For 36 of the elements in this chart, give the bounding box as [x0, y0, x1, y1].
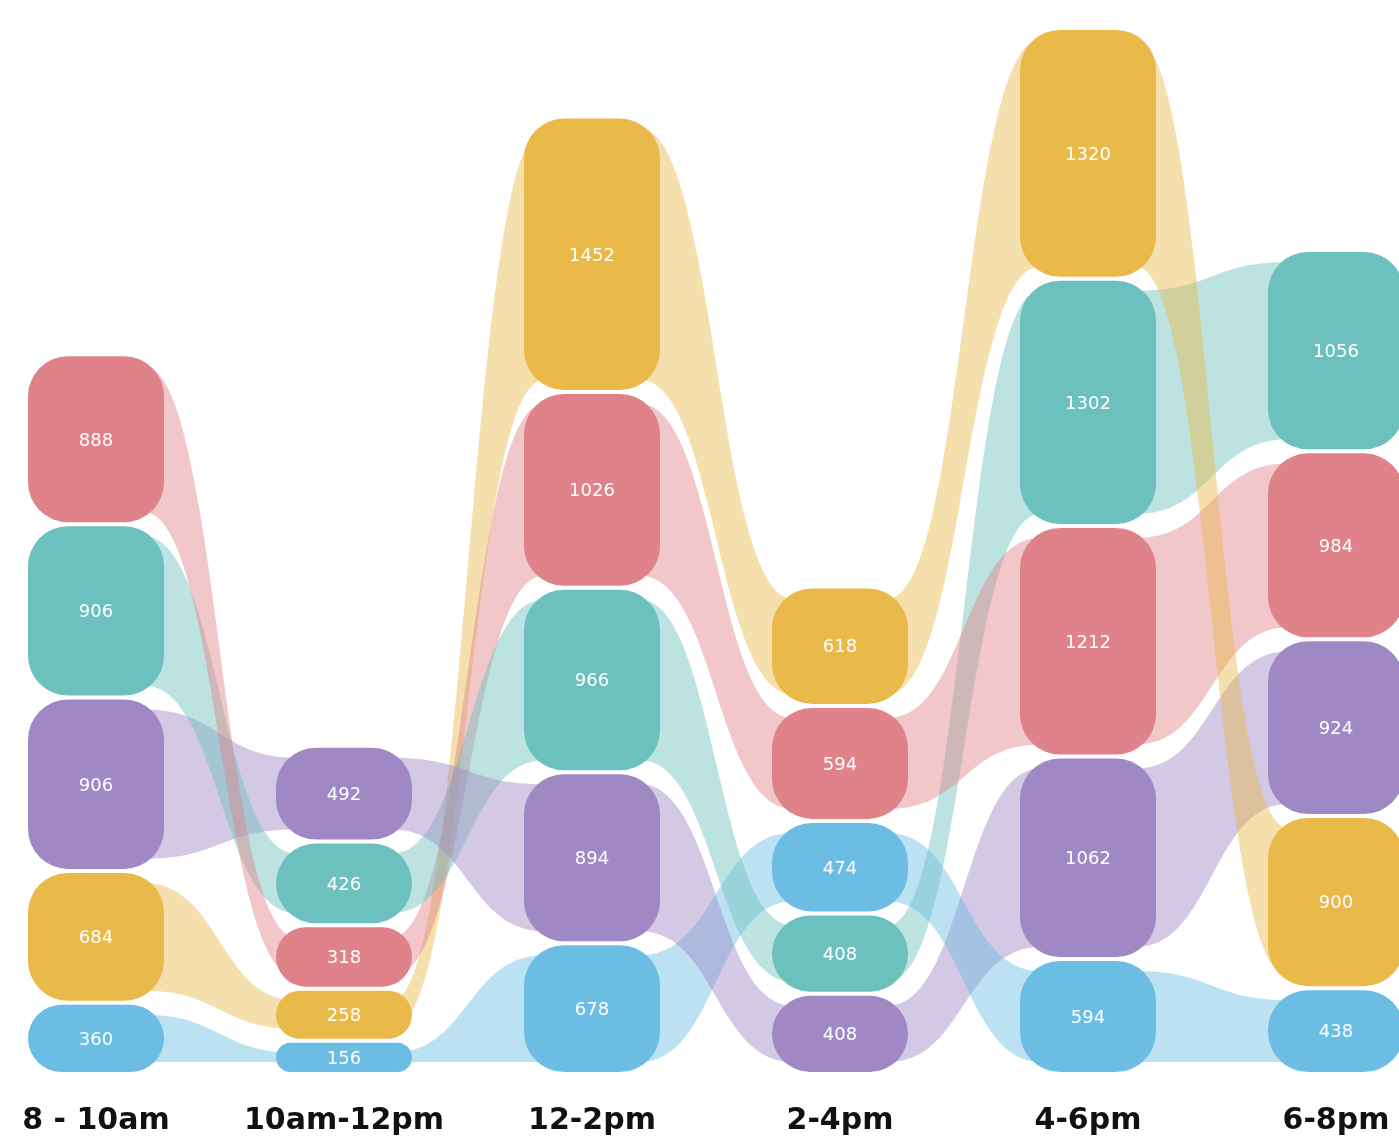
data-label: 258 — [326, 1004, 362, 1026]
data-label: 438 — [1318, 1020, 1354, 1042]
data-label: 966 — [574, 669, 610, 691]
category-label: 2-4pm — [786, 1100, 894, 1136]
data-label: 1302 — [1065, 391, 1111, 413]
data-label: 618 — [822, 635, 858, 657]
data-label: 984 — [1318, 534, 1354, 556]
data-label: 318 — [326, 946, 362, 968]
data-label: 594 — [822, 752, 858, 774]
data-label: 1320 — [1065, 142, 1111, 164]
category-label: 12-2pm — [528, 1100, 656, 1136]
category-label: 6-8pm — [1282, 1100, 1390, 1136]
data-label: 1452 — [569, 243, 615, 265]
data-label: 594 — [1070, 1005, 1106, 1027]
data-label: 408 — [822, 1023, 858, 1045]
data-label: 900 — [1318, 891, 1354, 913]
data-label: 906 — [78, 600, 114, 622]
data-label: 924 — [1318, 716, 1354, 738]
data-label: 1026 — [569, 479, 615, 501]
data-label: 360 — [78, 1027, 114, 1049]
data-label: 888 — [78, 428, 114, 450]
data-label: 1062 — [1065, 847, 1111, 869]
data-label: 684 — [78, 926, 114, 948]
data-label: 1212 — [1065, 630, 1111, 652]
data-label: 408 — [822, 942, 858, 964]
category-label: 8 - 10am — [22, 1100, 170, 1136]
data-label: 678 — [574, 997, 610, 1019]
data-label: 492 — [326, 782, 362, 804]
data-label: 474 — [822, 856, 858, 878]
category-label: 10am-12pm — [243, 1100, 445, 1136]
data-label: 1056 — [1313, 340, 1359, 361]
category-label: 4-6pm — [1034, 1100, 1142, 1136]
data-label: 894 — [574, 847, 610, 869]
data-label: 906 — [78, 773, 114, 795]
data-label: 156 — [326, 1046, 362, 1068]
data-label: 426 — [326, 872, 362, 894]
